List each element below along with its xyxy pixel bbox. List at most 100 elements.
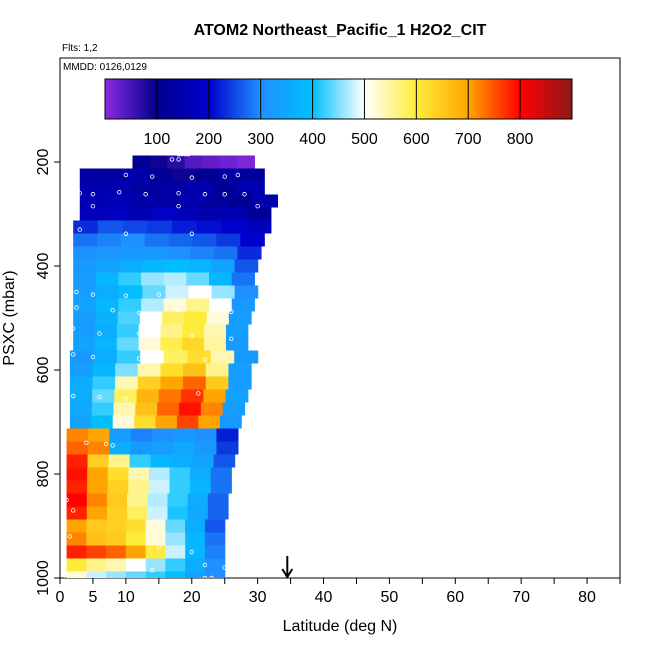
heatmap-cell	[127, 207, 153, 221]
heatmap-cell	[141, 272, 165, 286]
heatmap-cell	[88, 441, 111, 455]
sample-point	[229, 309, 234, 314]
x-axis-label: Latitude (deg N)	[283, 618, 398, 635]
heatmap-cell	[87, 480, 109, 494]
heatmap-cell	[106, 519, 127, 533]
heatmap-cell	[205, 376, 230, 390]
heatmap-cell	[130, 428, 153, 442]
colorbar-ticks: 100 200 300 400 500 600 700 800	[144, 79, 534, 148]
heatmap-cell	[167, 155, 186, 169]
heatmap-cell	[190, 480, 212, 494]
heatmap-cell	[106, 181, 134, 195]
colorbar-tick-label: 200	[195, 131, 222, 148]
heatmap-cell	[69, 363, 94, 377]
heatmap-cell	[203, 389, 227, 403]
heatmap-cell	[252, 194, 279, 208]
heatmap-cell	[209, 272, 233, 286]
heatmap-cell	[106, 532, 127, 546]
heatmap-cell	[185, 519, 206, 533]
heatmap-cell	[66, 480, 88, 494]
sample-point	[64, 497, 69, 503]
x-tick-label: 60	[446, 589, 464, 606]
x-tick-label: 50	[381, 589, 399, 606]
heatmap-cell	[86, 519, 107, 533]
sample-point	[123, 231, 129, 236]
heatmap-cell	[115, 363, 139, 377]
heatmap-cell	[192, 233, 218, 247]
x-tick-label: 20	[183, 589, 201, 606]
heatmap-cell	[145, 545, 167, 559]
heatmap-cell	[163, 350, 188, 364]
heatmap-cell	[145, 532, 167, 546]
heatmap-cell	[210, 467, 232, 481]
heatmap-cell	[142, 285, 167, 299]
heatmap-cell	[157, 402, 180, 416]
heatmap-cell	[149, 155, 168, 169]
heatmap-cell	[211, 181, 239, 195]
heatmap-cell	[204, 337, 227, 351]
heatmap-cell	[225, 389, 249, 403]
heatmap-cell	[246, 220, 272, 234]
heatmap-cell	[160, 376, 184, 390]
heatmap-cell	[182, 337, 205, 351]
heatmap-cell	[73, 337, 96, 351]
heatmap-cell	[125, 519, 147, 533]
heatmap-cell	[143, 246, 168, 260]
sample-point	[222, 565, 227, 570]
heatmap-cell	[73, 272, 97, 286]
arrow-head	[281, 568, 294, 579]
y-tick-label: 400	[35, 253, 52, 280]
heatmap-cell	[148, 168, 173, 182]
y-tick-label: 600	[35, 357, 52, 384]
heatmap-cell	[186, 298, 210, 312]
heatmap-cell	[138, 337, 162, 351]
heatmap-cell	[237, 181, 265, 195]
heatmap-cell	[127, 506, 148, 520]
sample-point	[229, 336, 234, 341]
heatmap-cell	[66, 545, 87, 559]
heatmap-cell	[122, 220, 148, 234]
heatmap-cell	[130, 441, 153, 455]
heatmap-cell	[109, 441, 132, 455]
heatmap-cell	[144, 233, 170, 247]
sample-point	[189, 549, 194, 555]
sample-point	[156, 544, 162, 549]
heatmap-cell	[186, 272, 210, 286]
sample-point	[189, 175, 194, 180]
heatmap-cell	[66, 493, 88, 507]
heatmap-cell	[199, 207, 224, 221]
heatmap-cell	[175, 207, 200, 221]
heatmap-cell	[176, 415, 199, 429]
heatmap-cell	[203, 194, 229, 208]
heatmap-cell	[216, 441, 239, 455]
sample-point	[222, 192, 227, 197]
chart-title: ATOM2 Northeast_Pacific_1 H2O2_CIT	[194, 22, 487, 39]
heatmap-cell	[86, 506, 108, 520]
heatmap-cell	[73, 233, 98, 247]
colorbar	[104, 78, 573, 120]
heatmap-cell	[106, 571, 127, 578]
heatmap-cell	[169, 480, 191, 494]
heatmap-cell	[119, 285, 143, 299]
heatmap-cell	[145, 519, 167, 533]
heatmap-cell	[223, 207, 248, 221]
heatmap-cell	[165, 558, 186, 572]
heatmap-cell	[118, 272, 142, 286]
sample-point	[196, 391, 201, 396]
sample-point	[77, 227, 82, 232]
heatmap-cell	[66, 428, 89, 442]
y-axis-label: PSXC (mbar)	[1, 270, 18, 365]
heatmap-cell	[172, 220, 198, 234]
heatmap-cell	[204, 545, 226, 559]
heatmap-cell	[182, 324, 205, 338]
sample-points-layer	[64, 151, 260, 578]
heatmap-cell	[228, 311, 252, 325]
heatmap-cell	[185, 558, 206, 572]
colorbar-tick-label: 600	[403, 131, 430, 148]
heatmap-cell	[91, 402, 115, 416]
heatmap-cell	[140, 350, 165, 364]
heatmap-cell	[127, 493, 148, 507]
heatmap-cell	[137, 363, 162, 377]
sample-point	[70, 352, 76, 357]
